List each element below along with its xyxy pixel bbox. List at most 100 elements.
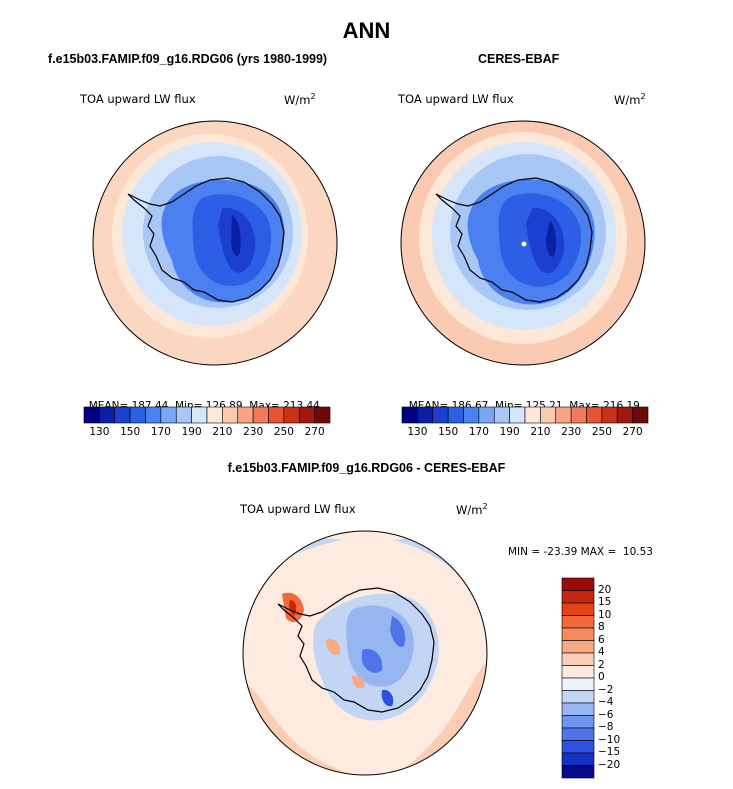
model-colorbar-ticks: 130 150 170 190 210 230 250 270 [84, 426, 330, 440]
obs-map-border [400, 120, 646, 366]
model-colorbar-box [298, 406, 315, 424]
obs-colorbar-tick-label: 150 [438, 426, 459, 438]
difference-colorbar-label: −2 [598, 683, 614, 696]
obs-colorbar-box [432, 406, 449, 424]
model-colorbar-box [314, 406, 331, 424]
difference-colorbar [561, 577, 595, 779]
obs-pole-dot [521, 241, 527, 247]
obs-ring-140 [526, 207, 565, 274]
obs-colorbar-box [463, 406, 480, 424]
obs-colorbar-box [417, 406, 434, 424]
difference-blue-patch-2 [362, 648, 383, 673]
model-colorbar-box [83, 406, 100, 424]
difference-units-text: W/m [456, 502, 483, 517]
difference-colorbar-box [561, 615, 595, 629]
difference-colorbar-label: 4 [598, 646, 605, 658]
obs-colorbar-tick-label: 170 [468, 426, 489, 438]
obs-polar-map [400, 120, 646, 366]
model-colorbar-tick-label: 270 [304, 426, 325, 438]
difference-colorbar-label: 6 [598, 633, 605, 646]
model-core [231, 215, 241, 256]
model-colorbar-box [191, 406, 208, 424]
difference-warm-patch-2 [352, 675, 365, 689]
obs-colorbar-box [616, 406, 633, 424]
difference-colorbar-box [561, 590, 595, 604]
difference-min-max: MIN = -23.39 MAX = 10.53 [508, 546, 653, 558]
difference-colorbar-box [561, 740, 595, 754]
obs-colorbar-tick-label: 250 [591, 426, 612, 438]
model-units-sup: 2 [310, 92, 316, 101]
difference-antarctica-coastline [277, 587, 435, 713]
obs-units-sup: 2 [640, 92, 646, 101]
obs-colorbar-box [509, 406, 526, 424]
model-colorbar-box [237, 406, 254, 424]
model-colorbar-box [114, 406, 131, 424]
model-colorbar-box [160, 406, 177, 424]
model-colorbar-box [206, 406, 223, 424]
model-polar-map [92, 120, 338, 366]
model-colorbar-box [222, 406, 239, 424]
obs-units-text: W/m [614, 92, 641, 107]
obs-colorbar-box [586, 406, 603, 424]
difference-colorbar-label: −4 [598, 696, 614, 708]
model-variable-label: TOA upward LW flux [80, 92, 196, 106]
difference-colorbar-label: 2 [598, 658, 605, 671]
difference-colorbar-box [561, 640, 595, 654]
difference-colorbar-box [561, 665, 595, 679]
difference-units-label: W/m2 [456, 502, 488, 517]
difference-colorbar-label: 10 [598, 608, 612, 621]
obs-colorbar-box [524, 406, 541, 424]
difference-colorbar-box [561, 765, 595, 779]
difference-colorbar-box [561, 602, 595, 616]
obs-colorbar-box [401, 406, 418, 424]
difference-colorbar-box [561, 727, 595, 741]
obs-colorbar-tick-label: 210 [530, 426, 551, 438]
obs-colorbar-box [601, 406, 618, 424]
difference-colorbar-label: −15 [598, 746, 621, 758]
difference-colorbar-label: −10 [598, 733, 621, 746]
difference-colorbar-box [561, 715, 595, 729]
main-title: ANN [342, 18, 391, 43]
obs-colorbar-box [493, 406, 510, 424]
difference-colorbar-label: −6 [598, 708, 614, 721]
obs-antarctica-coastline [435, 177, 593, 303]
difference-colorbar-box [561, 702, 595, 716]
difference-colorbar-labels: 20 15 10 8 6 4 2 0 −2 −4 −6 −8 −10 −15 −20 [598, 578, 638, 778]
model-colorbar-tick-label: 250 [273, 426, 294, 438]
model-colorbar-tick-label: 150 [120, 426, 141, 438]
difference-polar-map [242, 530, 488, 776]
difference-variable-label: TOA upward LW flux [240, 502, 356, 516]
difference-colorbar-label: −20 [598, 758, 621, 771]
obs-core [546, 220, 557, 257]
model-colorbar-box [129, 406, 146, 424]
model-colorbar-box [283, 406, 300, 424]
difference-colorbar-label: 15 [598, 596, 612, 608]
model-colorbar-tick-label: 170 [150, 426, 171, 438]
model-colorbar-box [252, 406, 269, 424]
difference-colorbar-box [561, 690, 595, 704]
obs-colorbar-box [478, 406, 495, 424]
difference-colorbar-label: 0 [598, 671, 605, 683]
model-colorbar-tick-label: 230 [243, 426, 264, 438]
obs-units-label: W/m2 [614, 92, 646, 107]
obs-colorbar-tick-label: 190 [499, 426, 520, 438]
model-colorbar-tick-label: 130 [89, 426, 110, 438]
obs-colorbar-tick-label: 230 [561, 426, 582, 438]
obs-colorbar-box [570, 406, 587, 424]
model-panel-title: f.e15b03.FAMIP.f09_g16.RDG06 (yrs 1980-1… [48, 52, 328, 66]
difference-map-border [242, 530, 488, 776]
difference-colorbar-box [561, 752, 595, 766]
obs-colorbar-box [555, 406, 572, 424]
difference-colorbar-box [561, 577, 595, 591]
model-units-label: W/m2 [284, 92, 316, 107]
model-colorbar-tick-label: 210 [212, 426, 233, 438]
model-colorbar-box [175, 406, 192, 424]
model-colorbar-box [268, 406, 285, 424]
obs-colorbar [401, 406, 649, 424]
difference-colorbar-label: 20 [598, 583, 612, 596]
obs-colorbar-tick-label: 130 [407, 426, 428, 438]
difference-blue-patch-1 [390, 616, 406, 647]
obs-colorbar-box [632, 406, 649, 424]
model-antarctica-coastline [127, 177, 285, 303]
difference-title: f.e15b03.FAMIP.f09_g16.RDG06 - CERES-EBA… [227, 461, 506, 475]
